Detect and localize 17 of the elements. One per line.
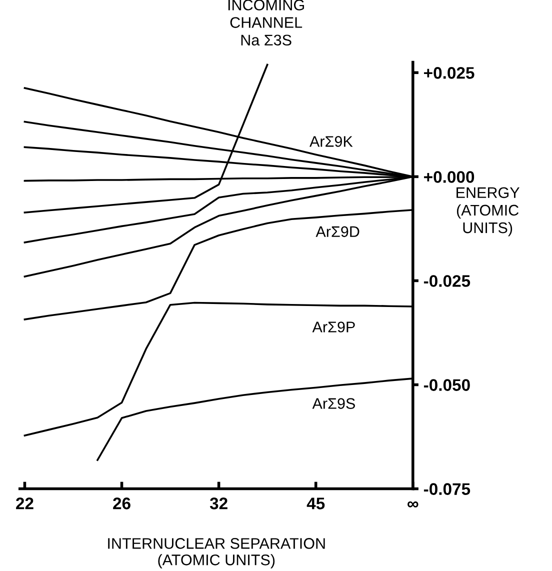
x-tick-label: 22 [16, 498, 34, 510]
x-tick-label: ∞ [408, 501, 418, 508]
y-tick-label: +0.025 [424, 67, 474, 79]
y-tick-label: -0.075 [424, 483, 470, 495]
text: INCOMING CHANNEL Na Σ3S [228, 0, 304, 46]
annotation: ArΣ9K [310, 136, 353, 147]
x-axis-title: INTERNUCLEAR SEPARATION (ATOMIC UNITS) [108, 538, 325, 568]
annotation: ArΣ9D [316, 226, 360, 238]
y-tick-label: +0.000 [424, 171, 474, 183]
annotation: ArΣ9S [312, 398, 355, 409]
annotation: ArΣ9P [312, 322, 355, 332]
x-tick-label: 26 [113, 498, 130, 510]
y-tick-label: -0.025 [424, 275, 470, 287]
y-tick-label: -0.050 [424, 379, 470, 391]
x-tick-label: 45 [306, 498, 325, 510]
y-axis-title: ENERGY (ATOMIC UNITS) [456, 187, 520, 236]
x-tick-label: 32 [210, 498, 228, 510]
